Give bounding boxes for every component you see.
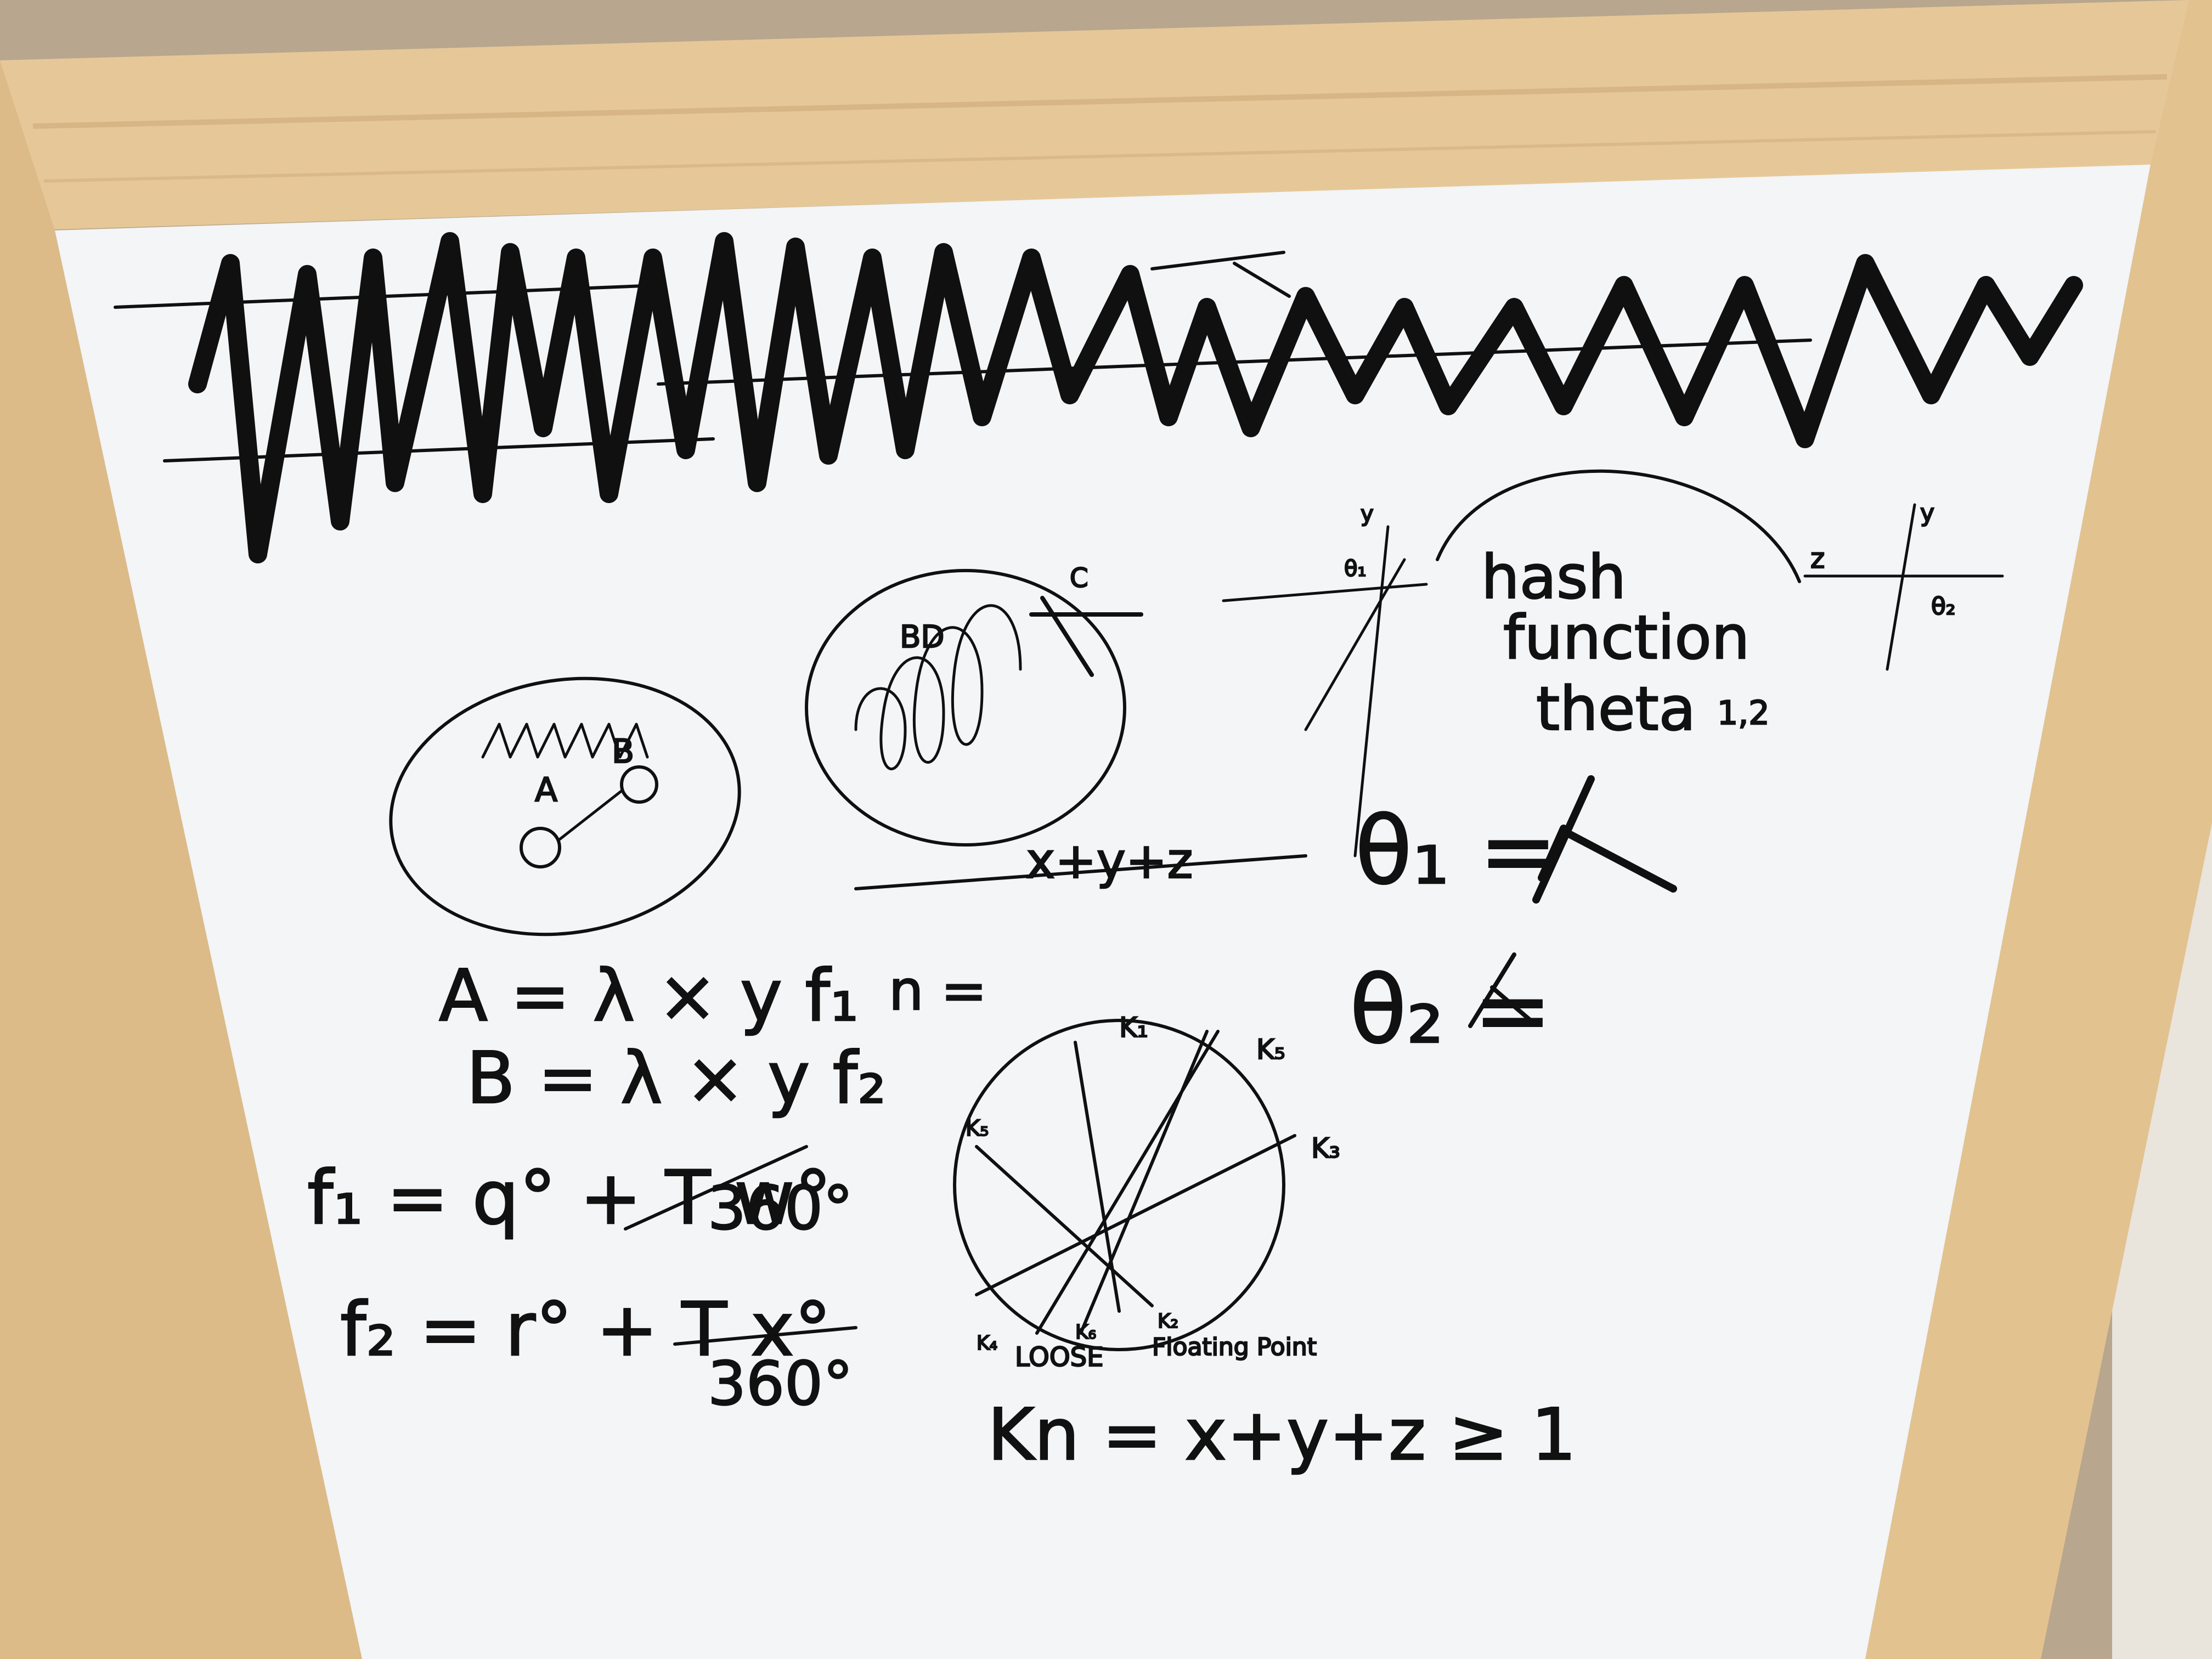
kn-equation: Kn = x+y+z ≥ 1	[988, 1393, 1576, 1476]
theta1-equation: θ₁ =	[1355, 797, 1558, 906]
frame-top-grain	[32, 74, 2168, 129]
label-theta2-small: θ₂	[1931, 592, 1956, 620]
right-axis-vertical	[1886, 503, 1916, 671]
vector-sum-text: x+y+z	[1026, 832, 1193, 890]
left-axis-horizontal	[1222, 583, 1428, 602]
c-cross-1	[1040, 596, 1094, 677]
label-y2: y	[1920, 499, 1934, 527]
label-k2: K₂	[1158, 1310, 1178, 1333]
top-scribble-thin	[114, 251, 1812, 462]
f1-fraction-bar	[624, 1145, 808, 1231]
f1-denominator: 360°	[708, 1173, 853, 1243]
theta1-mark	[1532, 775, 1677, 904]
vector-strike	[854, 854, 1307, 890]
top-scribble	[188, 232, 2083, 563]
label-k5: K₅	[1256, 1034, 1285, 1065]
point-b-circle	[620, 765, 658, 804]
label-z: z	[1810, 543, 1825, 574]
equation-f1: f₁ = q° + T w°	[307, 1155, 832, 1241]
left-axis-vertical	[1353, 525, 1390, 857]
frame-top	[0, 0, 2189, 230]
label-k6: K₆	[1075, 1321, 1096, 1344]
coil-oval	[805, 569, 1126, 847]
k-circle-chords	[975, 1030, 1296, 1335]
floating-point-label: Floating Point	[1152, 1333, 1317, 1361]
segment-ab	[558, 788, 624, 841]
f2-denominator: 360°	[708, 1348, 853, 1419]
equation-f2: f₂ = r° + T x°	[340, 1286, 831, 1373]
label-bd: BD	[900, 619, 945, 655]
frame-right	[1865, 0, 2212, 1659]
whiteboard-surface	[55, 165, 2151, 1659]
spring	[481, 723, 649, 759]
label-b: B	[612, 732, 634, 771]
label-c: C	[1070, 563, 1088, 594]
hash-line-3-sub: 1,2	[1717, 694, 1769, 732]
left-axis-diagonal	[1304, 558, 1406, 731]
hash-line-3: theta	[1536, 674, 1696, 744]
equation-a: A = λ × y f₁	[439, 954, 859, 1037]
label-theta1-small: θ₁	[1344, 556, 1367, 582]
n-equals: n =	[889, 958, 987, 1023]
label-k1: K₁	[1119, 1012, 1148, 1043]
frame-left	[0, 60, 362, 1659]
k-circle	[953, 1019, 1285, 1351]
frame-top-grain-2	[43, 130, 2157, 183]
label-k4: K₄	[977, 1332, 997, 1355]
point-a-circle	[520, 827, 561, 868]
label-y1: y	[1361, 501, 1374, 527]
label-k3: K₃	[1311, 1132, 1340, 1164]
equation-b: B = λ × y f₂	[466, 1036, 886, 1120]
hash-line-2: function	[1503, 602, 1750, 673]
hash-arrow-arc	[1436, 469, 1801, 583]
label-a: A	[535, 771, 557, 809]
label-kb: K₅	[966, 1116, 989, 1141]
left-oval	[389, 676, 741, 936]
theta2-mark	[1468, 952, 1533, 1028]
coil-loops	[854, 604, 1022, 770]
loose-label: LOOSE	[1015, 1342, 1103, 1373]
theta2-equation: θ₂ =	[1350, 956, 1552, 1065]
hash-line-1: hash	[1481, 542, 1626, 612]
f2-fraction-bar	[673, 1326, 857, 1346]
